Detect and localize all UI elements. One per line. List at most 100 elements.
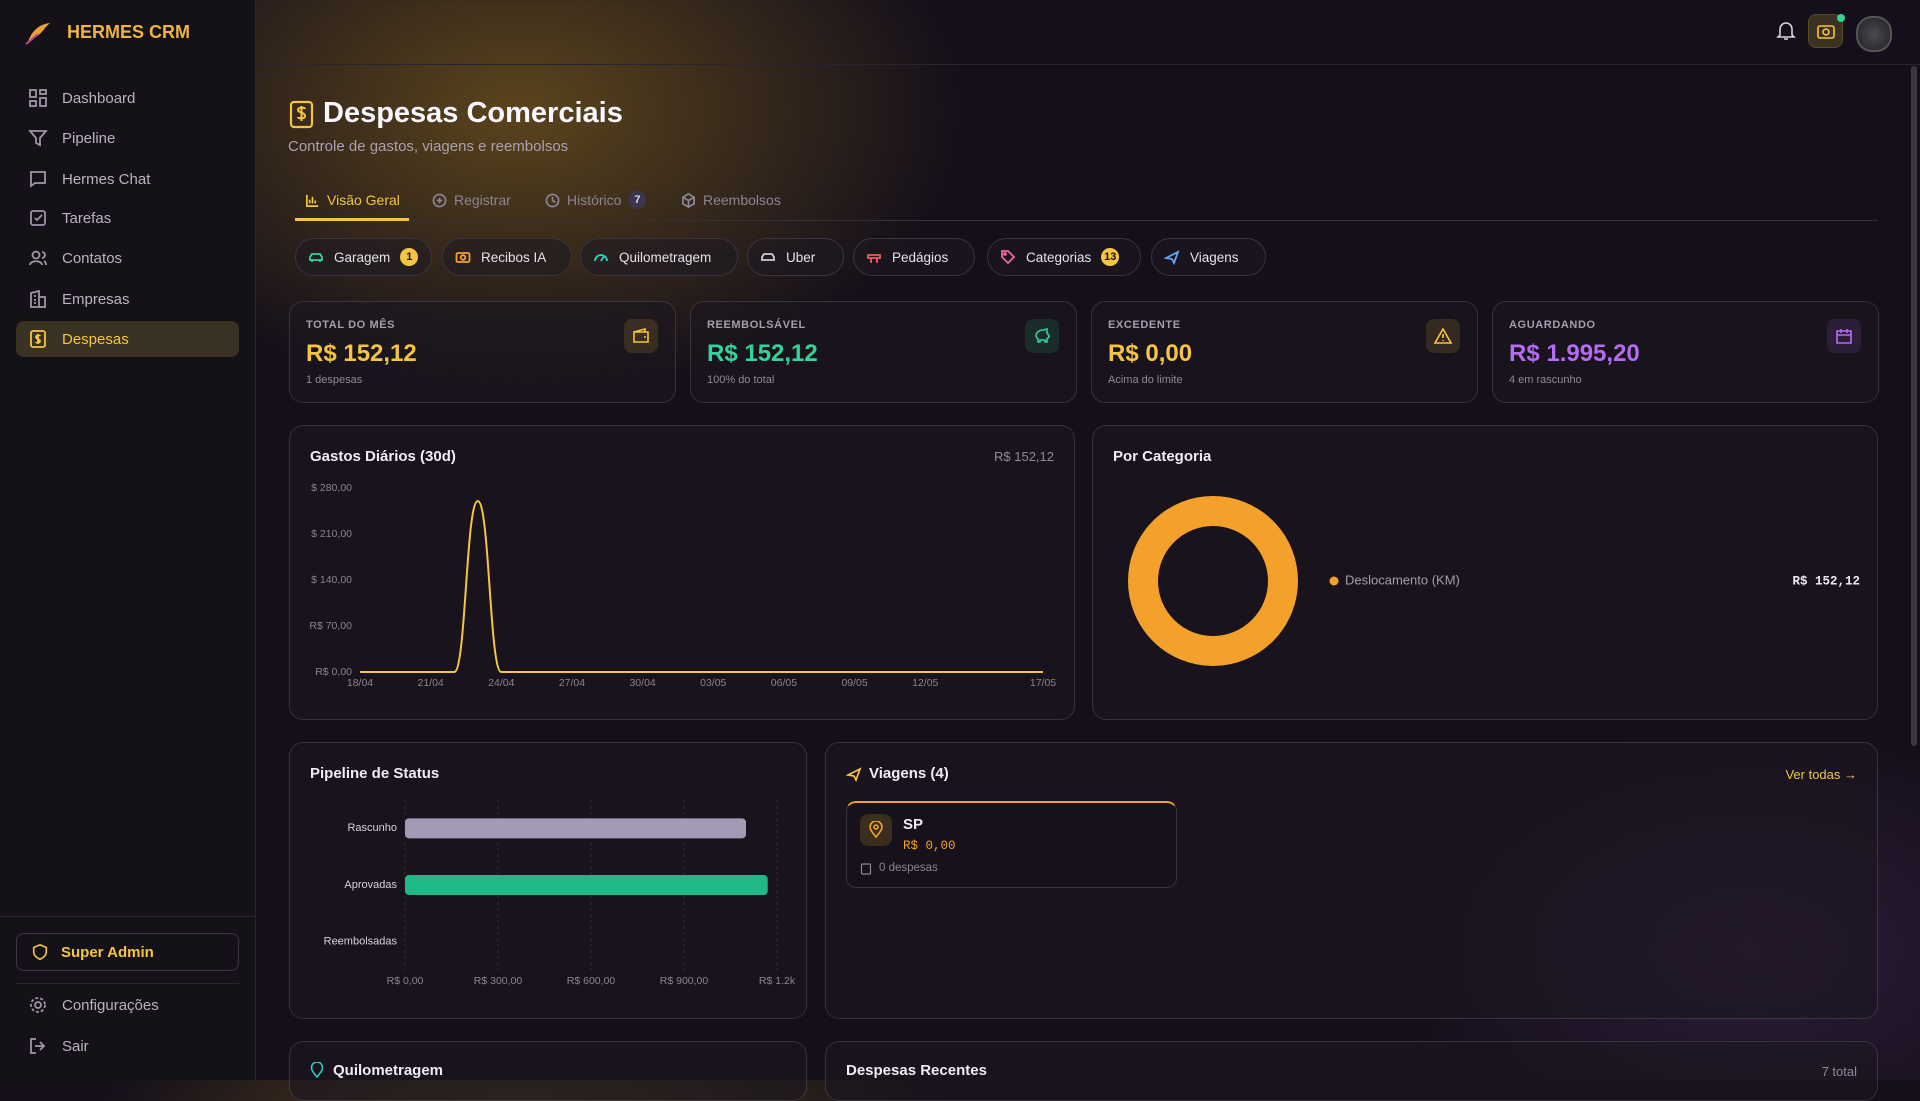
- x-tick-label: 27/04: [559, 677, 585, 689]
- status-dot: [1837, 14, 1845, 22]
- nav-item[interactable]: Pipeline: [16, 118, 239, 158]
- tabs-border: [295, 220, 1878, 221]
- trips-link[interactable]: Ver todas →: [1785, 767, 1857, 782]
- chip-label: Categorias: [1026, 249, 1092, 265]
- stat-icon-path: [633, 327, 649, 343]
- x-tick-label: R$ 900,00: [660, 975, 709, 987]
- chip[interactable]: Categorias 13: [987, 238, 1141, 276]
- x-tick-label: R$ 300,00: [474, 975, 523, 987]
- recent-title: Despesas Recentes: [846, 1062, 987, 1079]
- tab-label: Reembolsos: [703, 192, 781, 208]
- nav-label: Contatos: [62, 249, 123, 267]
- tab[interactable]: Histórico 7: [545, 188, 647, 212]
- y-tick-label: $ 210,00: [311, 528, 352, 540]
- y-tick-label: Rascunho: [347, 822, 397, 834]
- chart-annotation: R$ 152,12: [994, 449, 1054, 464]
- nav-item[interactable]: Dashboard: [16, 78, 239, 118]
- nav-label: Configurações: [62, 996, 159, 1014]
- nav-item[interactable]: Configurações: [16, 985, 239, 1025]
- tab[interactable]: Reembolsos: [681, 188, 781, 212]
- role-label: Super Admin: [61, 943, 154, 961]
- chip[interactable]: Viagens: [1151, 238, 1266, 276]
- y-tick-label: Reembolsadas: [324, 936, 398, 948]
- notification-icon[interactable]: [1776, 20, 1796, 42]
- bar: [405, 818, 746, 839]
- chip[interactable]: Garagem 1: [295, 238, 432, 276]
- nav-item[interactable]: Hermes Chat: [16, 159, 239, 199]
- recent-card: Despesas Recentes 7 total: [825, 1041, 1878, 1101]
- chip-label: Garagem: [334, 249, 391, 265]
- nav-item[interactable]: Contatos: [16, 238, 239, 278]
- stat-note: 1 despesas: [306, 374, 363, 386]
- x-tick-label: 30/04: [629, 677, 655, 689]
- nav-item[interactable]: Empresas: [16, 279, 239, 319]
- nav-item-active[interactable]: Despesas: [16, 321, 239, 357]
- trips-icon: [846, 767, 862, 782]
- chip-label: Uber: [786, 249, 816, 265]
- chip[interactable]: Pedágios: [853, 238, 975, 276]
- stat-icon-glyph: [1433, 327, 1453, 344]
- daily-chart-card: Gastos Diários (30d) R$ 152,12 R$ 0,00 R$…: [289, 425, 1075, 720]
- chip-label: Viagens: [1190, 249, 1239, 265]
- stat-icon-glyph: [1035, 327, 1050, 343]
- donut-chart: Deslocamento (KM) R$ 152,12: [1128, 496, 1860, 666]
- stat-icon-path: [1035, 327, 1050, 343]
- stat-label: AGUARDANDO: [1509, 319, 1596, 331]
- stat-label: EXCEDENTE: [1108, 319, 1181, 331]
- nav-label: Tarefas: [62, 209, 112, 227]
- stat-icon-path: [1836, 329, 1852, 344]
- legend-label: Deslocamento (KM): [1345, 572, 1460, 587]
- trips-card: Viagens (4) Ver todas → SP R$ 0,00 0 des…: [825, 742, 1878, 1019]
- stat-icon: [1025, 319, 1059, 353]
- x-tick-label: 06/05: [771, 677, 797, 689]
- stat-note: 100% do total: [707, 374, 775, 386]
- chip-badge: 1: [400, 248, 419, 266]
- nav-label: Hermes Chat: [62, 170, 151, 188]
- mileage-title: Quilometragem: [333, 1062, 444, 1079]
- chart-title: Por Categoria: [1113, 448, 1212, 465]
- x-tick-label: 09/05: [841, 677, 867, 689]
- nav-item[interactable]: Tarefas: [16, 198, 239, 238]
- sidebar: HERMES CRM Dashboard Pipeline Hermes Cha…: [0, 0, 256, 1080]
- nav-label: Empresas: [62, 290, 130, 308]
- bar: [405, 875, 768, 895]
- bar-chart: R$ 0,00 R$ 300,00 R$ 600,00 R$ 900,00 R$ 1.2…: [324, 800, 796, 987]
- stat-icon: [624, 319, 658, 353]
- trip-count: 0 despesas: [879, 862, 938, 874]
- y-tick-label: R$ 0,00: [315, 666, 352, 678]
- stat-value: R$ 152,12: [306, 340, 417, 367]
- topbar-border: [256, 64, 1920, 65]
- role-badge[interactable]: Super Admin: [16, 933, 239, 971]
- tab-badge: 7: [628, 191, 647, 209]
- chip-label: Recibos IA: [481, 249, 547, 265]
- mileage-icon: [310, 1062, 324, 1078]
- trip-card[interactable]: SP R$ 0,00 0 despesas: [846, 801, 1177, 888]
- chip-label: Quilometragem: [619, 249, 712, 265]
- status-chart-card: Pipeline de Status R$ 0,00 R$ 300,00 R$ 60…: [289, 742, 807, 1019]
- y-tick-label: Aprovadas: [344, 879, 397, 891]
- x-tick-label: 24/04: [488, 677, 514, 689]
- nav-item[interactable]: Sair: [16, 1026, 239, 1066]
- scrollbar: [1911, 66, 1917, 746]
- chart-title: Gastos Diários (30d): [310, 448, 456, 465]
- stat-icon: [1827, 319, 1861, 353]
- value-label: R$ 152,12: [1792, 574, 1860, 588]
- y-tick-label: $ 140,00: [311, 574, 352, 586]
- y-tick-label: R$ 70,00: [309, 620, 352, 632]
- x-tick-label: 18/04: [347, 677, 373, 689]
- category-chart-card: Por Categoria Deslocamento (KM) R$ 152,12: [1092, 425, 1878, 720]
- chip[interactable]: Quilometragem: [580, 238, 738, 276]
- tab-underline: [295, 218, 409, 221]
- mileage-card: Quilometragem: [289, 1041, 807, 1101]
- stat-note: Acima do limite: [1108, 374, 1183, 386]
- x-tick-label: R$ 1.2k: [759, 975, 796, 987]
- y-tick-label: $ 280,00: [311, 482, 352, 494]
- avatar[interactable]: [1856, 16, 1892, 52]
- tab-active[interactable]: Visão Geral: [305, 188, 400, 212]
- chip-badge: 13: [1101, 248, 1120, 266]
- chip[interactable]: Recibos IA: [442, 238, 572, 276]
- tab[interactable]: Registrar: [432, 188, 511, 212]
- tab-label: Histórico: [567, 192, 622, 208]
- chip[interactable]: Uber: [747, 238, 844, 276]
- stat-value: R$ 0,00: [1108, 340, 1193, 367]
